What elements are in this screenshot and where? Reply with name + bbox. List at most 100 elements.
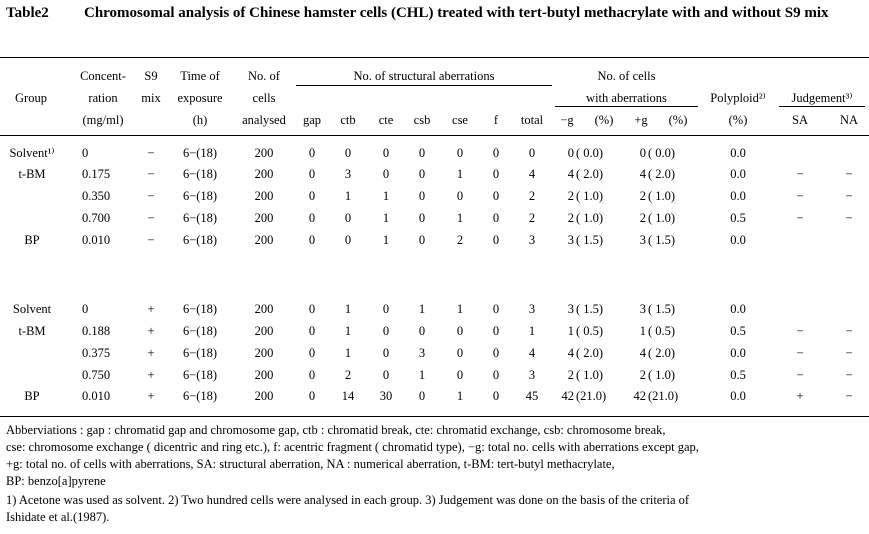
header-cells-with-aberrations: No. of cells bbox=[597, 69, 656, 83]
header-structural-aberrations: No. of structural aberrations bbox=[353, 69, 495, 83]
cell-time-of-exposure: 6−(18) bbox=[182, 146, 218, 160]
cell-time-of-exposure: 6−(18) bbox=[182, 189, 218, 203]
cell-cse: 0 bbox=[456, 346, 464, 360]
cell-csb: 0 bbox=[418, 167, 426, 181]
cell-minus-g: 3 bbox=[567, 233, 574, 247]
cell-minus-g: 1 bbox=[567, 324, 574, 338]
cell-plus-g: 2 bbox=[639, 189, 646, 203]
cell-group: t-BM bbox=[18, 167, 46, 181]
cell-minus-g-pct: ( 1.0) bbox=[576, 189, 604, 203]
cell-s9-mix: + bbox=[147, 346, 155, 360]
cell-na: − bbox=[845, 189, 853, 203]
header-cells-analysed: analysed bbox=[242, 113, 286, 127]
cell-minus-g-pct: ( 0.5) bbox=[576, 324, 604, 338]
cell-cells-analysed: 200 bbox=[254, 189, 274, 203]
cell-gap: 0 bbox=[308, 211, 316, 225]
header-s9-mix: mix bbox=[141, 91, 161, 105]
cell-cells-analysed: 200 bbox=[254, 302, 274, 316]
cell-concentration: 0 bbox=[82, 146, 89, 160]
cell-s9-mix: − bbox=[147, 233, 155, 247]
cell-na: − bbox=[845, 368, 853, 382]
header-plus-g: +g bbox=[634, 113, 648, 127]
cell-cse: 1 bbox=[456, 167, 464, 181]
cell-csb: 0 bbox=[418, 146, 426, 160]
cell-csb: 0 bbox=[418, 389, 426, 403]
cell-csb: 1 bbox=[418, 368, 426, 382]
cell-time-of-exposure: 6−(18) bbox=[182, 211, 218, 225]
cell-sa: − bbox=[796, 189, 804, 203]
cell-f: 0 bbox=[492, 346, 500, 360]
cell-group: t-BM bbox=[18, 324, 46, 338]
cell-s9-mix: − bbox=[147, 146, 155, 160]
cell-plus-g: 3 bbox=[639, 233, 646, 247]
cell-minus-g-pct: ( 1.5) bbox=[576, 302, 604, 316]
header-group: Group bbox=[15, 91, 47, 105]
cell-plus-g: 42 bbox=[633, 389, 647, 403]
cell-minus-g-pct: ( 2.0) bbox=[576, 167, 604, 181]
header-time-of-exposure: (h) bbox=[192, 113, 208, 127]
cell-plus-g: 4 bbox=[639, 346, 646, 360]
cell-plus-g: 2 bbox=[639, 368, 646, 382]
cell-cse: 1 bbox=[456, 389, 464, 403]
cell-f: 0 bbox=[492, 167, 500, 181]
cell-concentration: 0.010 bbox=[82, 233, 111, 247]
cell-plus-g: 2 bbox=[639, 211, 646, 225]
cell-minus-g: 2 bbox=[567, 189, 574, 203]
cell-minus-g-pct: ( 0.0) bbox=[576, 146, 604, 160]
header-struct-col: gap bbox=[302, 113, 322, 127]
cell-cells-analysed: 200 bbox=[254, 346, 274, 360]
cell-cse: 1 bbox=[456, 302, 464, 316]
cell-minus-g: 4 bbox=[567, 167, 574, 181]
cell-cte: 0 bbox=[382, 302, 390, 316]
cell-f: 0 bbox=[492, 146, 500, 160]
cell-time-of-exposure: 6−(18) bbox=[182, 302, 218, 316]
cell-cte: 0 bbox=[382, 324, 390, 338]
cell-cells-analysed: 200 bbox=[254, 211, 274, 225]
header-cells-with-aberrations: with aberrations bbox=[586, 91, 667, 105]
cell-gap: 0 bbox=[308, 146, 316, 160]
header-s9-mix: S9 bbox=[144, 69, 158, 83]
cell-minus-g-pct: ( 2.0) bbox=[576, 346, 604, 360]
cell-total: 2 bbox=[528, 189, 536, 203]
footnote-line: cse: chromosome exchange ( dicentric and… bbox=[6, 440, 699, 454]
cell-total: 0 bbox=[528, 146, 536, 160]
cell-f: 0 bbox=[492, 324, 500, 338]
cell-cte: 0 bbox=[382, 368, 390, 382]
cell-minus-g: 4 bbox=[567, 346, 574, 360]
cell-csb: 0 bbox=[418, 324, 426, 338]
cell-minus-g: 42 bbox=[561, 389, 575, 403]
cell-cse: 0 bbox=[456, 189, 464, 203]
top-rule bbox=[0, 57, 869, 58]
cell-plus-g-pct: (21.0) bbox=[648, 389, 679, 403]
header-concentration: Concent- bbox=[80, 69, 126, 83]
cell-plus-g: 1 bbox=[639, 324, 646, 338]
cell-ctb: 3 bbox=[344, 167, 352, 181]
cell-plus-g: 3 bbox=[639, 302, 646, 316]
cell-ctb: 1 bbox=[344, 324, 352, 338]
footnote-line: 1) Acetone was used as solvent. 2) Two h… bbox=[6, 493, 690, 507]
cell-sa: − bbox=[796, 324, 804, 338]
cell-concentration: 0.700 bbox=[82, 211, 111, 225]
header-plus-g-pct: (%) bbox=[668, 113, 688, 127]
cell-na: − bbox=[845, 211, 853, 225]
cell-gap: 0 bbox=[308, 389, 316, 403]
cell-total: 3 bbox=[528, 368, 536, 382]
cell-plus-g-pct: ( 1.0) bbox=[648, 189, 676, 203]
cell-csb: 0 bbox=[418, 211, 426, 225]
footnote-line: +g: total no. of cells with aberrations,… bbox=[6, 457, 615, 471]
cell-s9-mix: − bbox=[147, 189, 155, 203]
header-time-of-exposure: exposure bbox=[177, 91, 223, 105]
cell-concentration: 0.350 bbox=[82, 189, 111, 203]
cell-s9-mix: + bbox=[147, 389, 155, 403]
cell-total: 45 bbox=[525, 389, 539, 403]
header-cells-analysed: No. of bbox=[248, 69, 280, 83]
cell-cte: 1 bbox=[382, 233, 390, 247]
cell-polyploid: 0.0 bbox=[730, 146, 746, 160]
cell-concentration: 0.175 bbox=[82, 167, 111, 181]
cell-plus-g-pct: ( 1.0) bbox=[648, 211, 676, 225]
header-na: NA bbox=[839, 113, 859, 127]
cell-f: 0 bbox=[492, 211, 500, 225]
cell-total: 4 bbox=[528, 167, 536, 181]
cell-time-of-exposure: 6−(18) bbox=[182, 368, 218, 382]
cell-concentration: 0.188 bbox=[82, 324, 111, 338]
